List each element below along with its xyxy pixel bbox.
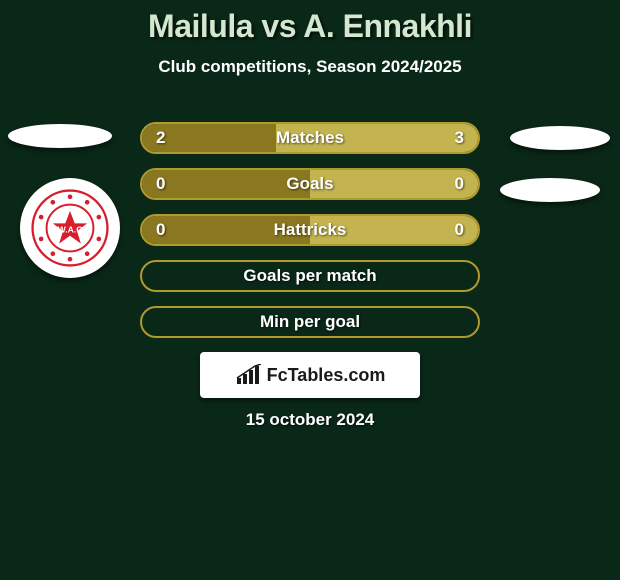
stat-value-left: 2 [156, 128, 165, 148]
stat-label: Min per goal [260, 312, 360, 332]
player-avatar-right [500, 178, 600, 202]
stat-row: Hattricks 0 0 [140, 214, 480, 246]
stat-label: Hattricks [274, 220, 347, 240]
player-avatar-left [8, 124, 112, 148]
date-text: 15 october 2024 [0, 410, 620, 430]
stat-value-left: 0 [156, 220, 165, 240]
stat-value-right: 0 [455, 174, 464, 194]
wac-logo-icon: W.A.C [31, 189, 109, 267]
subtitle: Club competitions, Season 2024/2025 [0, 57, 620, 77]
stat-label: Goals per match [243, 266, 376, 286]
stat-row: Min per goal [140, 306, 480, 338]
bars-icon [235, 364, 263, 386]
player-avatar-right [510, 126, 610, 150]
stat-label: Matches [276, 128, 344, 148]
stat-row: Goals 0 0 [140, 168, 480, 200]
stat-row: Matches 2 3 [140, 122, 480, 154]
stat-row: Goals per match [140, 260, 480, 292]
stat-label: Goals [286, 174, 333, 194]
stat-value-right: 3 [455, 128, 464, 148]
stat-fill-left [142, 170, 310, 198]
stat-value-left: 0 [156, 174, 165, 194]
svg-text:W.A.C: W.A.C [58, 225, 83, 235]
stat-value-right: 0 [455, 220, 464, 240]
brand-box: FcTables.com [200, 352, 420, 398]
brand-text: FcTables.com [267, 365, 386, 386]
club-logo: W.A.C [20, 178, 120, 278]
stat-fill-right [310, 170, 478, 198]
comparison-rows: Matches 2 3 Goals 0 0 Hattricks 0 0 Goals per mat… [140, 122, 480, 352]
page-title: Mailula vs A. Ennakhli [0, 0, 620, 45]
